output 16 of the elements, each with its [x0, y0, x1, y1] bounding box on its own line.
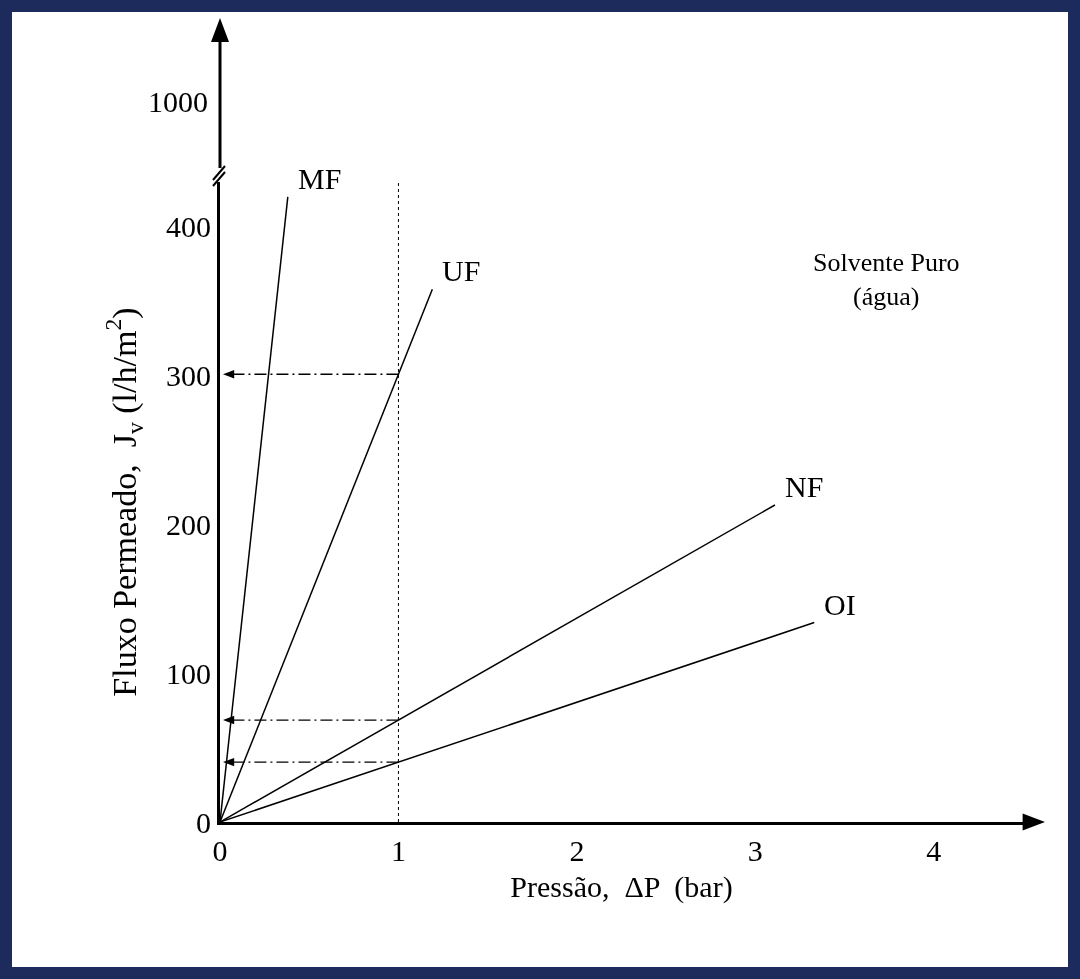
series-label: NF — [785, 470, 824, 503]
x-tick-label: 4 — [926, 834, 942, 867]
x-axis-title: Pressão, ΔP (bar) — [510, 869, 733, 904]
y-tick-label: 400 — [166, 210, 211, 244]
x-tick-label: 2 — [569, 834, 585, 867]
x-tick-label: 3 — [747, 834, 763, 867]
y-tick-label: 300 — [166, 358, 211, 392]
series-label: MF — [298, 162, 342, 195]
y-tick-label: 100 — [166, 656, 211, 690]
annotation: Solvente Puro (água) — [813, 248, 960, 311]
y-tick-label: 0 — [196, 805, 211, 839]
series-label: OI — [824, 588, 856, 621]
x-tick-label: 1 — [390, 834, 406, 867]
series-label: UF — [442, 254, 481, 287]
y-tick-label: 200 — [166, 507, 211, 541]
text: 1000 — [148, 85, 208, 118]
